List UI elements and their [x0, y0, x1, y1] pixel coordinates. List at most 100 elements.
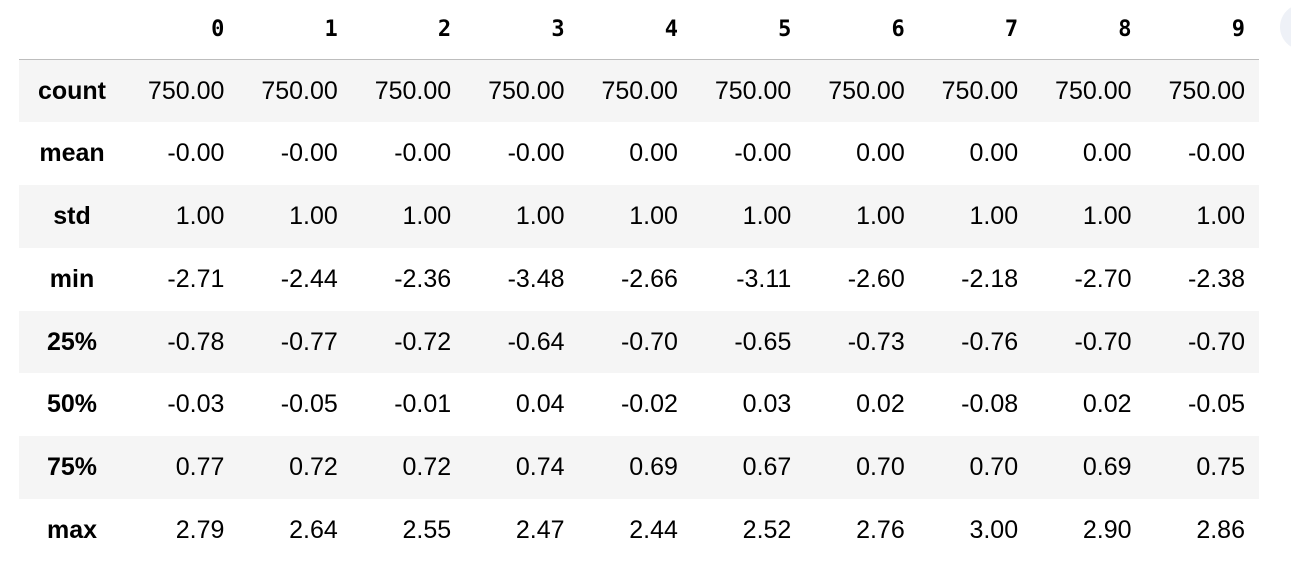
table-row: 75% 0.77 0.72 0.72 0.74 0.69 0.67 0.70 0.70 0.69 0… [19, 436, 1259, 500]
table-cell: -0.70 [1188, 327, 1245, 356]
table-cell: 0.72 [289, 453, 338, 482]
table-row: 25% -0.78 -0.77 -0.72 -0.64 -0.70 -0.65 -0.73 -0… [19, 310, 1259, 374]
table-cell: 750.00 [601, 76, 678, 105]
table-cell: 1.00 [515, 201, 565, 230]
table-cell: -3.48 [507, 264, 565, 293]
table-cell: -2.60 [847, 264, 905, 293]
table-cell: 750.00 [828, 76, 905, 105]
table-cell: -0.05 [280, 390, 338, 419]
table-cell: -0.70 [620, 327, 678, 356]
column-header: 3 [465, 0, 579, 60]
table-cell: 0.00 [1082, 139, 1132, 168]
row-label: 75% [46, 453, 98, 482]
table-cell: 2.47 [515, 515, 565, 544]
row-label: std [53, 201, 91, 230]
column-header: 6 [805, 0, 919, 60]
table-row: min -2.71 -2.44 -2.36 -3.48 -2.66 -3.11 -2.60 -2… [19, 247, 1259, 311]
table-cell: 2.79 [175, 515, 225, 544]
table-cell: -0.00 [507, 139, 565, 168]
table-cell: 750.00 [488, 76, 565, 105]
column-header: 4 [578, 0, 692, 60]
table-cell: -0.08 [961, 390, 1019, 419]
row-label: 50% [46, 390, 98, 419]
cell-toolbar-button[interactable] [1280, 4, 1291, 50]
table-cell: 0.04 [515, 390, 565, 419]
table-cell: 0.03 [742, 390, 792, 419]
table-cell: 750.00 [261, 76, 338, 105]
table-cell: -0.76 [961, 327, 1019, 356]
column-header: 8 [1032, 0, 1146, 60]
table-cell: 0.70 [856, 453, 905, 482]
table-cell: -0.64 [507, 327, 565, 356]
table-cell: 1.00 [1082, 201, 1132, 230]
table-cell: 1.00 [289, 201, 338, 230]
table-cell: -2.18 [961, 264, 1019, 293]
table-cell: 2.64 [289, 515, 338, 544]
table-cell: 1.00 [969, 201, 1019, 230]
table-cell: 0.00 [969, 139, 1019, 168]
row-label: max [46, 515, 98, 544]
table-cell: -2.36 [394, 264, 452, 293]
index-corner-cell [19, 0, 125, 60]
table-cell: 750.00 [714, 76, 792, 105]
table-cell: -0.00 [734, 139, 792, 168]
table-cell: -0.70 [1074, 327, 1132, 356]
table-cell: 0.00 [629, 139, 678, 168]
table-cell: 2.90 [1082, 515, 1132, 544]
table-cell: -0.00 [280, 139, 338, 168]
table-cell: 1.00 [175, 201, 225, 230]
table-cell: -0.03 [167, 390, 225, 419]
table-cell: 0.75 [1196, 453, 1245, 482]
table-cell: -0.01 [394, 390, 452, 419]
table-cell: 750.00 [1168, 76, 1245, 105]
table-cell: -0.73 [847, 327, 905, 356]
table-body: count 750.00 750.00 750.00 750.00 750.00 750.0… [19, 59, 1259, 562]
table-cell: 2.86 [1196, 515, 1245, 544]
table-cell: 0.77 [175, 453, 225, 482]
table-cell: 0.70 [969, 453, 1019, 482]
table-cell: 1.00 [856, 201, 905, 230]
table-cell: 750.00 [941, 76, 1019, 105]
table-cell: -2.66 [620, 264, 678, 293]
table-cell: 1.00 [742, 201, 792, 230]
table-cell: -0.77 [280, 327, 338, 356]
table-cell: 1.00 [1196, 201, 1245, 230]
table-cell: 0.69 [629, 453, 678, 482]
table-cell: 0.02 [856, 390, 905, 419]
table-cell: -0.78 [167, 327, 225, 356]
table-cell: -0.00 [167, 139, 225, 168]
table-row: std 1.00 1.00 1.00 1.00 1.00 1.00 1.00 1.00 1.00 1… [19, 185, 1259, 248]
table-cell: 2.55 [402, 515, 452, 544]
table-cell: -0.05 [1188, 390, 1245, 419]
table-row: max 2.79 2.64 2.55 2.47 2.44 2.52 2.76 3.00 2.90 2… [19, 499, 1259, 562]
table-cell: -0.00 [1188, 139, 1245, 168]
row-label: count [37, 76, 107, 105]
table-cell: -2.70 [1074, 264, 1132, 293]
row-label: mean [39, 139, 105, 168]
table-cell: 1.00 [402, 201, 452, 230]
table-cell: -2.71 [167, 264, 225, 293]
row-label: 25% [46, 327, 98, 356]
table-cell: 2.76 [856, 515, 905, 544]
table-cell: -3.11 [736, 264, 792, 293]
table-row: mean -0.00 -0.00 -0.00 -0.00 0.00 -0.00 0.00 0.0… [19, 122, 1259, 186]
column-header: 5 [691, 0, 806, 60]
table-cell: 0.74 [515, 453, 565, 482]
column-header: 2 [351, 0, 466, 60]
table-cell: 2.44 [629, 515, 678, 544]
table-cell: 0.72 [402, 453, 452, 482]
table-row: 50% -0.03 -0.05 -0.01 0.04 -0.02 0.03 0.02 -0.08… [19, 373, 1259, 437]
row-label: min [49, 264, 95, 293]
table-cell: 0.02 [1082, 390, 1132, 419]
table-cell: 750.00 [147, 76, 225, 105]
table-cell: 0.00 [856, 139, 905, 168]
column-header: 7 [918, 0, 1033, 60]
table-cell: -0.00 [394, 139, 452, 168]
table-cell: -0.65 [734, 327, 792, 356]
table-cell: 750.00 [1055, 76, 1132, 105]
table-cell: 750.00 [374, 76, 452, 105]
table-cell: -2.44 [280, 264, 338, 293]
